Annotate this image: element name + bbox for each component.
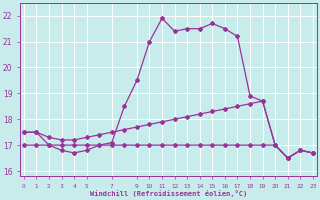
X-axis label: Windchill (Refroidissement éolien,°C): Windchill (Refroidissement éolien,°C) [90,190,247,197]
